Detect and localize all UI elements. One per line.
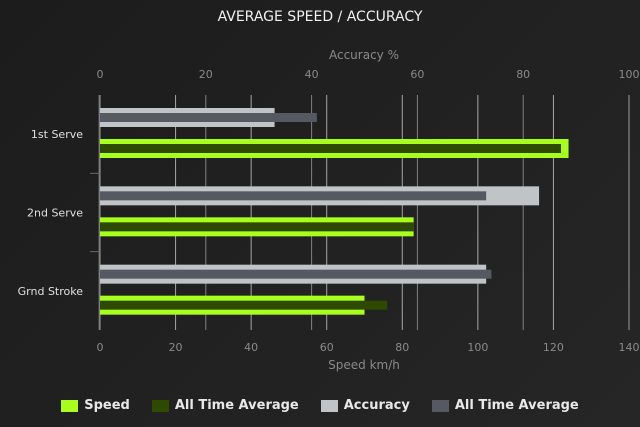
legend-swatch xyxy=(151,399,169,412)
legend-label: Speed xyxy=(84,398,130,413)
accuracy-tick-label: 100 xyxy=(619,68,640,81)
top-axis-label: Accuracy % xyxy=(329,48,399,62)
accuracy-tick-label: 60 xyxy=(410,68,424,81)
bar-accuracy-average xyxy=(100,269,492,279)
bar-accuracy-average xyxy=(100,191,487,201)
legend-item: Speed xyxy=(61,398,130,413)
legend-swatch xyxy=(61,399,79,412)
bar-speed-average xyxy=(100,144,561,153)
bar-speed-average xyxy=(100,300,388,310)
speed-tick-label: 80 xyxy=(395,341,409,354)
accuracy-tick-label: 80 xyxy=(516,68,530,81)
legend-swatch xyxy=(431,399,449,412)
speed-tick-label: 100 xyxy=(467,341,488,354)
speed-tick-label: 40 xyxy=(244,341,258,354)
chart-title: AVERAGE SPEED / ACCURACY xyxy=(218,9,423,25)
speed-tick-label: 60 xyxy=(320,341,334,354)
legend-item: All Time Average xyxy=(151,398,299,413)
accuracy-tick-label: 0 xyxy=(97,68,104,81)
legend-item: Accuracy xyxy=(320,398,410,413)
bar-speed-average xyxy=(100,222,414,232)
accuracy-tick-label: 20 xyxy=(199,68,213,81)
speed-tick-label: 20 xyxy=(169,341,183,354)
legend: Speed All Time Average Accuracy All Time Av… xyxy=(0,398,640,413)
legend-label: All Time Average xyxy=(174,398,299,413)
legend-item: All Time Average xyxy=(431,398,579,413)
legend-swatch xyxy=(320,399,338,412)
category-label: Grnd Stroke xyxy=(18,285,84,298)
category-label: 1st Serve xyxy=(31,128,83,141)
legend-label: Accuracy xyxy=(343,398,410,413)
speed-tick-label: 140 xyxy=(619,341,640,354)
speed-tick-label: 0 xyxy=(97,341,104,354)
bar-accuracy-average xyxy=(100,113,317,122)
speed-tick-label: 120 xyxy=(543,341,564,354)
category-label: 2nd Serve xyxy=(27,207,83,220)
legend-label: All Time Average xyxy=(454,398,579,413)
bottom-axis-label: Speed km/h xyxy=(328,358,400,372)
accuracy-tick-label: 40 xyxy=(305,68,319,81)
